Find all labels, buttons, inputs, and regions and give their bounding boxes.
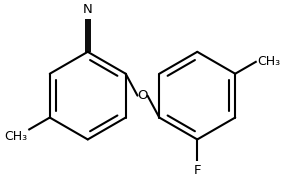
Text: O: O [137, 89, 148, 102]
Text: F: F [194, 164, 201, 177]
Text: CH₃: CH₃ [258, 55, 281, 68]
Text: CH₃: CH₃ [4, 130, 27, 143]
Text: N: N [83, 3, 93, 16]
